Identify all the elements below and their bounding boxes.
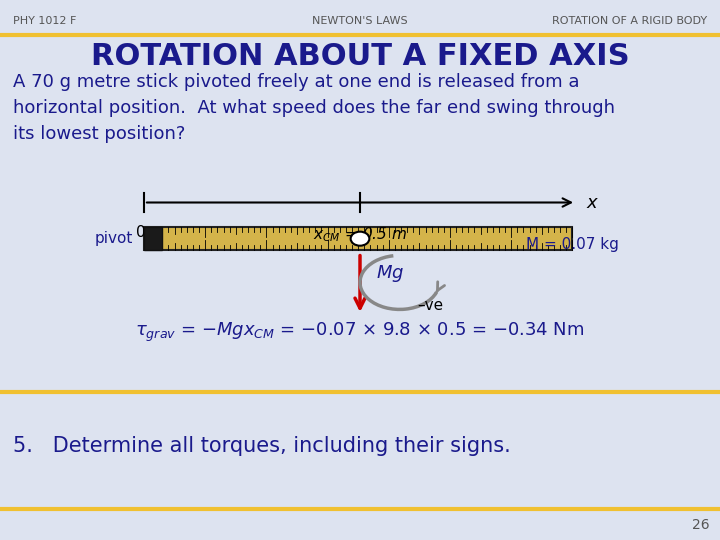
Text: $\mathit{Mg}$: $\mathit{Mg}$ xyxy=(376,263,404,284)
Text: $\tau_{grav}$ = $-Mgx_{CM}$ = $-$0.07 $\times$ 9.8 $\times$ 0.5 = $-$0.34 Nm: $\tau_{grav}$ = $-Mgx_{CM}$ = $-$0.07 $\… xyxy=(135,321,585,343)
Text: PHY 1012 F: PHY 1012 F xyxy=(13,16,76,25)
Text: ROTATION OF A RIGID BODY: ROTATION OF A RIGID BODY xyxy=(552,16,707,25)
Text: 5.   Determine all torques, including their signs.: 5. Determine all torques, including thei… xyxy=(13,435,510,456)
Text: pivot: pivot xyxy=(95,231,133,246)
Text: –ve: –ve xyxy=(418,298,444,313)
Text: ROTATION ABOUT A FIXED AXIS: ROTATION ABOUT A FIXED AXIS xyxy=(91,42,629,71)
Text: 26: 26 xyxy=(692,518,709,532)
Text: M = 0.07 kg: M = 0.07 kg xyxy=(526,237,618,252)
Text: A 70 g metre stick pivoted freely at one end is released from a
horizontal posit: A 70 g metre stick pivoted freely at one… xyxy=(13,72,615,144)
Text: x: x xyxy=(587,193,598,212)
Text: $x_{CM}$ = 0.5 m: $x_{CM}$ = 0.5 m xyxy=(313,225,407,244)
Text: 0: 0 xyxy=(135,225,145,240)
Bar xyxy=(144,227,162,250)
Text: NEWTON'S LAWS: NEWTON'S LAWS xyxy=(312,16,408,25)
Bar xyxy=(144,227,572,250)
Circle shape xyxy=(351,232,369,246)
